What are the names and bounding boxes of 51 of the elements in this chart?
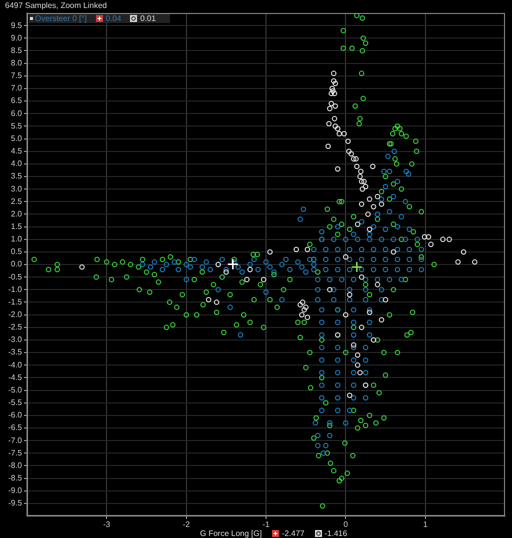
y-tick-label: -7.5 [8,448,23,458]
y-tick-label: -6.0 [8,410,23,420]
annotation: 0.01 [140,14,156,23]
x-tick-label: -3 [103,520,111,530]
y-tick-label: -3.0 [8,335,23,344]
y-tick-label: -4.5 [8,372,23,382]
x-axis-title: G Force Long [G] [200,529,262,538]
y-tick-label: -0.5 [8,272,23,282]
y-tick-label: 7.5 [10,71,23,80]
y-tick-label: -7.0 [8,436,23,445]
chart-title: 6497 Samples, Zoom Linked [5,1,107,11]
y-tick-label: -6.5 [8,423,23,432]
y-tick-label: -3.5 [8,348,23,357]
x-tick-label: 1 [423,520,428,530]
text: -2.477 [282,529,304,538]
y-tick-label: 4.5 [10,146,23,156]
y-tick-label: 2.0 [10,209,23,218]
y-tick-label: 0.0 [10,260,23,269]
y-tick-label: 6.0 [10,108,23,118]
y-tick-label: 8.0 [10,58,23,68]
y-tick-label: -9.0 [8,486,23,496]
y-tick-label: -2.0 [8,310,23,320]
annotation: 0.04 [106,14,122,23]
y-tick-label: 2.5 [10,196,23,206]
y-tick-label: -4.0 [8,360,23,370]
y-tick-label: 5.0 [10,134,23,143]
y-tick-label: -1.5 [8,297,23,306]
y-axis-title: Oversteer 0 [°] [35,14,87,23]
y-tick-label: -8.5 [8,473,23,482]
y-tick-label: 1.5 [10,222,23,231]
y-tick-label: 8.5 [10,46,23,55]
y-tick-label: -5.5 [8,398,23,408]
x-tick-label: -2 [182,520,190,530]
y-tick-label: 7.0 [10,84,23,93]
y-tick-label: 3.5 [10,172,23,181]
x-tick-label: 0 [343,520,348,530]
text: -1.416 [324,529,348,538]
y-tick-label: -8.0 [8,460,23,470]
y-tick-label: 1.0 [10,234,23,244]
y-tick-label: -1.0 [8,284,23,294]
y-tick-label: 9.0 [10,33,23,42]
y-tick-label: -2.5 [8,322,23,332]
y-tick-label: -5.0 [8,385,23,394]
y-tick-label: 9.5 [10,20,23,30]
y-tick-label: 0.5 [10,247,23,256]
y-tick-label: 6.5 [10,96,23,106]
y-tick-label: 4.0 [10,159,23,168]
y-tick-label: 3.0 [10,184,23,194]
y-tick-label: -9.5 [8,498,23,508]
x-tick-label: -1 [262,520,270,530]
y-tick-label: 5.5 [10,121,23,130]
